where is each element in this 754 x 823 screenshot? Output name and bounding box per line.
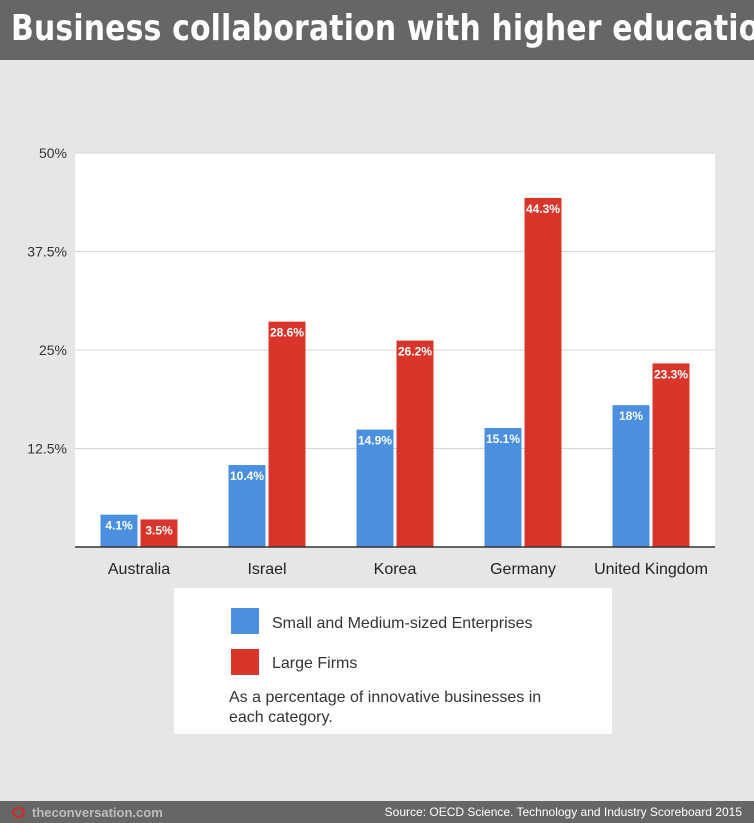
bar xyxy=(356,429,394,547)
bar xyxy=(228,465,266,547)
source-note: Source: OECD Science. Technology and Ind… xyxy=(384,805,742,819)
x-tick-label: Korea xyxy=(374,561,417,578)
bar xyxy=(140,519,178,547)
data-label: 14.9% xyxy=(358,434,392,448)
data-label: 15.1% xyxy=(486,432,520,446)
data-label: 23.3% xyxy=(654,367,688,381)
chart-title: Business collaboration with higher educa… xyxy=(11,8,754,49)
bar xyxy=(612,405,650,547)
footer: theconversation.com Source: OECD Science… xyxy=(0,801,754,823)
bar xyxy=(652,363,690,547)
y-tick-label: 25% xyxy=(39,342,67,358)
data-label: 18% xyxy=(619,409,643,423)
speech-bubble-icon xyxy=(12,806,25,818)
x-tick-label: Germany xyxy=(490,561,556,578)
data-label: 3.5% xyxy=(145,523,173,537)
bar xyxy=(100,514,138,547)
data-label: 4.1% xyxy=(105,519,133,533)
bar xyxy=(524,197,562,547)
legend-swatch-large xyxy=(231,649,259,675)
brand-text: theconversation.com xyxy=(32,804,163,820)
legend-label-sme: Small and Medium-sized Enterprises xyxy=(272,615,533,632)
bar xyxy=(484,428,522,547)
legend-swatch-sme xyxy=(231,608,259,634)
x-tick-label: Australia xyxy=(108,561,170,578)
y-tick-label: 12.5% xyxy=(27,441,67,457)
y-tick-label: 37.5% xyxy=(27,244,67,260)
bar xyxy=(268,321,306,547)
legend-label-large: Large Firms xyxy=(272,655,358,672)
y-tick-label: 50% xyxy=(39,145,67,161)
x-tick-label: United Kingdom xyxy=(594,561,708,578)
data-label: 10.4% xyxy=(230,469,264,483)
brand[interactable]: theconversation.com xyxy=(12,804,163,820)
data-label: 44.3% xyxy=(526,202,560,216)
data-label: 26.2% xyxy=(398,345,432,359)
legend-note: As a percentage of innovative businesses… xyxy=(229,689,542,726)
data-label: 28.6% xyxy=(270,326,304,340)
bar xyxy=(396,340,434,547)
x-tick-label: Israel xyxy=(247,561,286,578)
legend: Small and Medium-sized Enterprises Large… xyxy=(174,588,612,734)
title-bar: Business collaboration with higher educa… xyxy=(0,0,754,60)
